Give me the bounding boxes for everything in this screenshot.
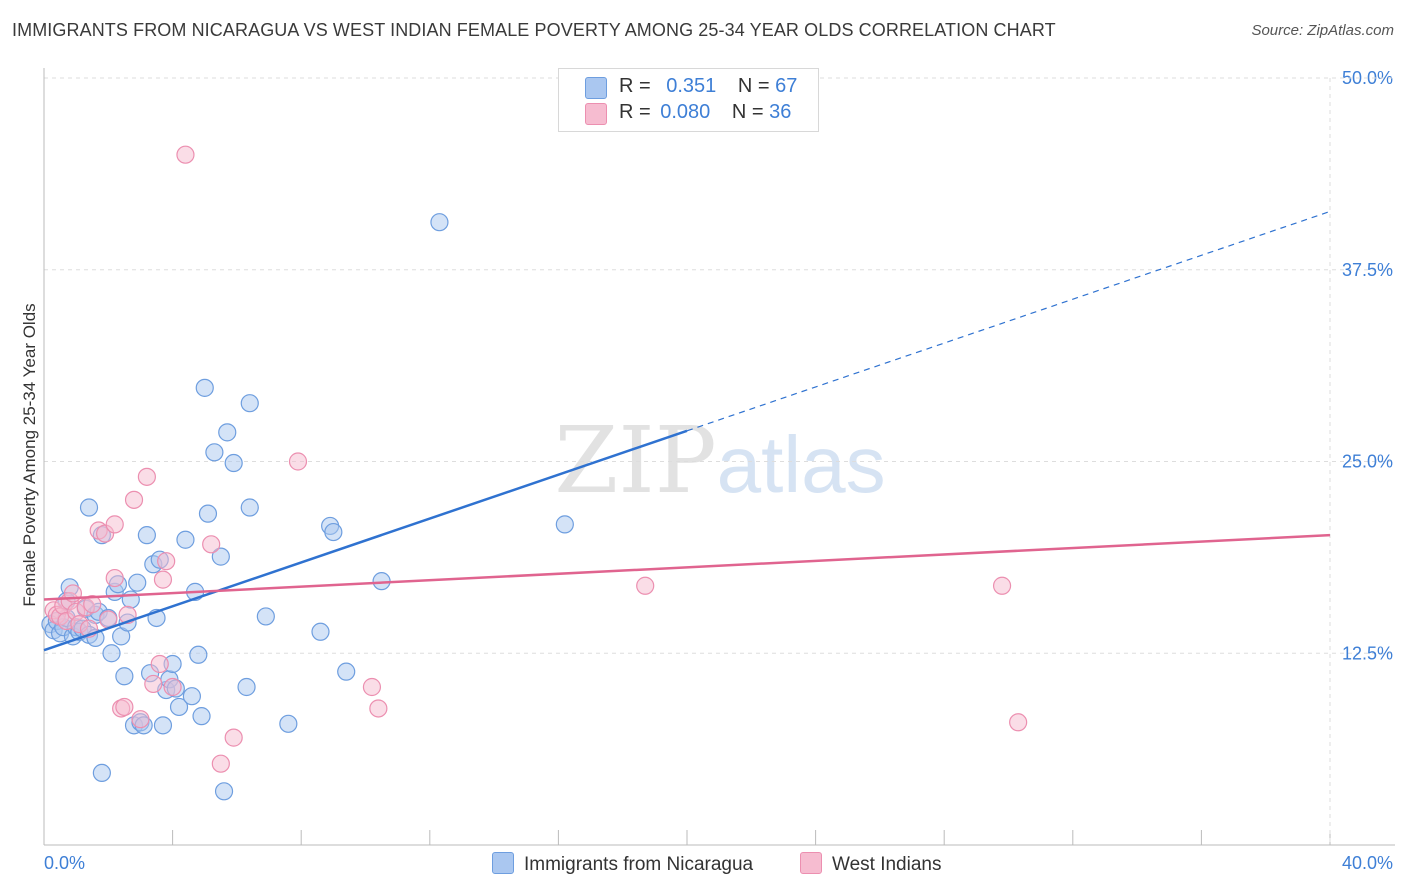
point-west-indians bbox=[83, 595, 102, 614]
y-tick-label: 25.0% bbox=[1342, 452, 1393, 472]
r-value: 0.351 bbox=[666, 75, 717, 97]
point-nicaragua bbox=[224, 453, 243, 473]
point-west-indians bbox=[288, 452, 308, 471]
legend-row-nicaragua: R = 0.351 N = 67 bbox=[619, 75, 797, 99]
point-west-indians bbox=[124, 490, 144, 509]
source-label: Source: ZipAtlas.com bbox=[1251, 22, 1394, 39]
legend-row-west-indians: R = 0.080 N = 36 bbox=[619, 101, 791, 125]
point-west-indians bbox=[369, 699, 388, 718]
n-value: 36 bbox=[769, 101, 792, 123]
point-nicaragua bbox=[337, 662, 356, 681]
point-west-indians bbox=[224, 728, 243, 747]
point-nicaragua bbox=[176, 530, 195, 549]
legend-label: Immigrants from Nicaragua bbox=[524, 854, 754, 875]
legend-swatch-pink bbox=[800, 852, 822, 874]
point-west-indians bbox=[105, 515, 124, 534]
r-label: R = bbox=[619, 101, 651, 123]
point-west-indians bbox=[137, 467, 156, 486]
point-nicaragua bbox=[79, 498, 99, 517]
legend-swatch-blue bbox=[585, 77, 607, 99]
point-nicaragua bbox=[240, 394, 259, 413]
point-nicaragua bbox=[189, 645, 208, 664]
point-nicaragua bbox=[169, 697, 189, 717]
x-tick-label: 0.0% bbox=[44, 853, 85, 873]
legend-item-nicaragua: Immigrants from Nicaragua bbox=[492, 852, 753, 876]
point-nicaragua bbox=[182, 687, 201, 706]
point-west-indians bbox=[131, 710, 150, 729]
point-nicaragua bbox=[205, 443, 224, 462]
point-nicaragua bbox=[240, 498, 259, 517]
point-nicaragua bbox=[198, 504, 218, 523]
point-west-indians bbox=[202, 535, 221, 554]
point-nicaragua bbox=[121, 590, 140, 609]
point-west-indians bbox=[1009, 713, 1028, 732]
point-nicaragua bbox=[214, 782, 234, 801]
point-nicaragua bbox=[218, 423, 237, 442]
chart-title: IMMIGRANTS FROM NICARAGUA VS WEST INDIAN… bbox=[12, 20, 1056, 40]
trend-line-nicaragua bbox=[43, 429, 688, 652]
n-label: N = bbox=[737, 75, 770, 97]
n-value: 67 bbox=[775, 75, 798, 97]
point-west-indians bbox=[150, 654, 169, 674]
point-west-indians bbox=[115, 697, 134, 717]
point-nicaragua bbox=[237, 677, 256, 697]
point-nicaragua bbox=[555, 515, 574, 534]
point-nicaragua bbox=[324, 522, 343, 542]
point-nicaragua bbox=[279, 714, 298, 733]
legend-item-west-indians: West Indians bbox=[800, 852, 941, 876]
r-label: R = bbox=[619, 75, 651, 97]
point-nicaragua bbox=[102, 644, 121, 663]
y-axis-title: Female Poverty Among 25-34 Year Olds bbox=[20, 303, 39, 607]
point-nicaragua bbox=[195, 378, 214, 397]
watermark: ZIPatlas bbox=[554, 407, 885, 514]
point-west-indians bbox=[176, 145, 195, 164]
point-nicaragua bbox=[256, 607, 275, 626]
trend-line-nicaragua-extension bbox=[686, 210, 1331, 432]
point-nicaragua bbox=[311, 622, 330, 641]
point-west-indians bbox=[144, 674, 163, 694]
point-nicaragua bbox=[192, 707, 211, 726]
trend-line-west-indians bbox=[43, 533, 1331, 601]
x-tick-label: 40.0% bbox=[1342, 853, 1393, 873]
point-west-indians bbox=[153, 570, 173, 589]
point-west-indians bbox=[211, 754, 230, 773]
point-nicaragua bbox=[128, 573, 147, 592]
point-west-indians bbox=[157, 552, 176, 571]
point-west-indians bbox=[163, 677, 182, 697]
point-nicaragua bbox=[92, 763, 111, 783]
correlation-legend: R = 0.351 N = 67 R = 0.080 N = 36 bbox=[558, 68, 819, 132]
r-value: 0.080 bbox=[660, 101, 711, 123]
point-nicaragua bbox=[430, 213, 449, 232]
point-nicaragua bbox=[153, 716, 173, 735]
legend-swatch-pink bbox=[585, 103, 607, 125]
point-west-indians bbox=[992, 576, 1012, 595]
legend-swatch-blue bbox=[492, 852, 514, 874]
point-nicaragua bbox=[211, 547, 230, 566]
n-label: N = bbox=[731, 101, 764, 123]
y-tick-label: 12.5% bbox=[1342, 643, 1393, 663]
point-west-indians bbox=[636, 576, 655, 595]
legend-label: West Indians bbox=[832, 854, 942, 875]
point-nicaragua bbox=[115, 667, 134, 686]
point-west-indians bbox=[362, 677, 382, 697]
y-tick-label: 37.5% bbox=[1342, 260, 1393, 280]
point-west-indians bbox=[105, 568, 124, 588]
point-nicaragua bbox=[137, 526, 156, 545]
